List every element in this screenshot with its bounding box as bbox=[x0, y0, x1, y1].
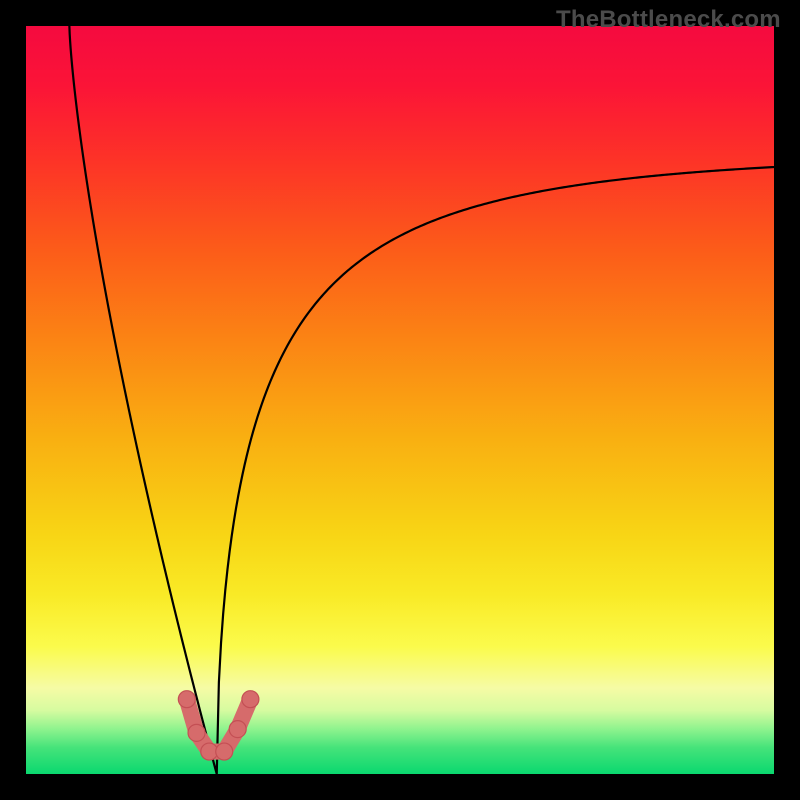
marker-dot bbox=[188, 724, 205, 741]
marker-dot bbox=[229, 721, 246, 738]
marker-dot bbox=[178, 691, 195, 708]
plot-area bbox=[26, 26, 774, 774]
watermark-text: TheBottleneck.com bbox=[556, 6, 781, 34]
bottleneck-chart bbox=[0, 0, 800, 800]
chart-frame: TheBottleneck.com bbox=[0, 0, 800, 800]
marker-dot bbox=[242, 691, 259, 708]
gradient-background bbox=[26, 26, 774, 774]
marker-dot bbox=[216, 743, 233, 760]
